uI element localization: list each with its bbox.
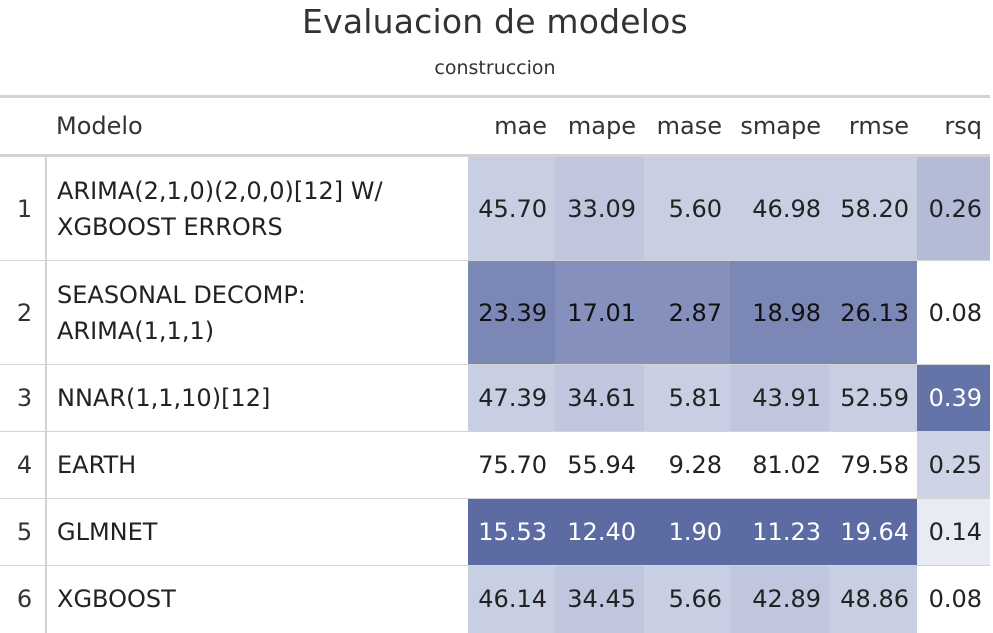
cell-smape: 11.23 <box>730 498 829 566</box>
cell-rmse: 52.59 <box>829 364 917 432</box>
model-name: ARIMA(2,1,0)(2,0,0)[12] W/ XGBOOST ERROR… <box>46 155 468 261</box>
cell-rmse: 26.13 <box>829 260 917 365</box>
row-number: 4 <box>0 431 47 499</box>
cell-rsq: 0.08 <box>917 565 990 633</box>
header-smape: smape <box>740 112 821 140</box>
table-row: 3 NNAR(1,1,10)[12] 47.39 34.61 5.81 43.9… <box>0 364 990 432</box>
cell-mase: 2.87 <box>644 260 730 365</box>
table-subtitle: construccion <box>434 57 556 79</box>
header-rmse: rmse <box>848 112 909 140</box>
cell-mase: 1.90 <box>644 498 730 566</box>
cell-smape: 81.02 <box>730 431 829 499</box>
table-row: 4 EARTH 75.70 55.94 9.28 81.02 79.58 0.2… <box>0 431 990 499</box>
model-evaluation-table: Modelo mae mape mase smape rmse rsq 1 AR… <box>0 98 990 633</box>
cell-rsq: 0.25 <box>917 431 990 499</box>
header-mape: mape <box>567 112 636 140</box>
header-mae: mae <box>494 112 547 140</box>
cell-smape: 46.98 <box>730 155 829 261</box>
header-mase: mase <box>656 112 722 140</box>
cell-mape: 17.01 <box>555 260 644 365</box>
cell-mape: 33.09 <box>555 155 644 261</box>
model-name: NNAR(1,1,10)[12] <box>46 364 468 432</box>
cell-mape: 12.40 <box>555 498 644 566</box>
row-number: 1 <box>0 155 47 261</box>
cell-rsq: 0.14 <box>917 498 990 566</box>
cell-rmse: 19.64 <box>829 498 917 566</box>
cell-smape: 18.98 <box>730 260 829 365</box>
table-row: 6 XGBOOST 46.14 34.45 5.66 42.89 48.86 0… <box>0 565 990 633</box>
table-row: 5 GLMNET 15.53 12.40 1.90 11.23 19.64 0.… <box>0 498 990 566</box>
cell-mase: 9.28 <box>644 431 730 499</box>
cell-mae: 45.70 <box>468 155 555 261</box>
cell-rmse: 58.20 <box>829 155 917 261</box>
cell-mase: 5.66 <box>644 565 730 633</box>
cell-smape: 42.89 <box>730 565 829 633</box>
cell-rmse: 79.58 <box>829 431 917 499</box>
cell-mae: 15.53 <box>468 498 555 566</box>
cell-smape: 43.91 <box>730 364 829 432</box>
cell-mase: 5.81 <box>644 364 730 432</box>
header-modelo: Modelo <box>56 112 143 140</box>
row-number: 5 <box>0 498 47 566</box>
cell-mae: 46.14 <box>468 565 555 633</box>
header-rsq: rsq <box>944 112 982 140</box>
cell-mape: 55.94 <box>555 431 644 499</box>
row-number: 2 <box>0 260 47 365</box>
table-title: Evaluacion de modelos <box>302 2 688 41</box>
cell-rmse: 48.86 <box>829 565 917 633</box>
cell-mae: 47.39 <box>468 364 555 432</box>
cell-rsq: 0.39 <box>917 364 990 432</box>
cell-rsq: 0.26 <box>917 155 990 261</box>
cell-mae: 75.70 <box>468 431 555 499</box>
model-name: XGBOOST <box>46 565 468 633</box>
header-top-rule <box>0 95 990 98</box>
model-name: EARTH <box>46 431 468 499</box>
cell-mae: 23.39 <box>468 260 555 365</box>
table-row: 2 SEASONAL DECOMP: ARIMA(1,1,1) 23.39 17… <box>0 260 990 365</box>
row-number: 3 <box>0 364 47 432</box>
cell-mape: 34.61 <box>555 364 644 432</box>
cell-mase: 5.60 <box>644 155 730 261</box>
row-number: 6 <box>0 565 47 633</box>
table-row: 1 ARIMA(2,1,0)(2,0,0)[12] W/ XGBOOST ERR… <box>0 155 990 261</box>
cell-rsq: 0.08 <box>917 260 990 365</box>
cell-mape: 34.45 <box>555 565 644 633</box>
header-rowname <box>0 98 46 156</box>
model-name: GLMNET <box>46 498 468 566</box>
header-row: Modelo mae mape mase smape rmse rsq <box>0 98 990 156</box>
model-name: SEASONAL DECOMP: ARIMA(1,1,1) <box>46 260 468 365</box>
